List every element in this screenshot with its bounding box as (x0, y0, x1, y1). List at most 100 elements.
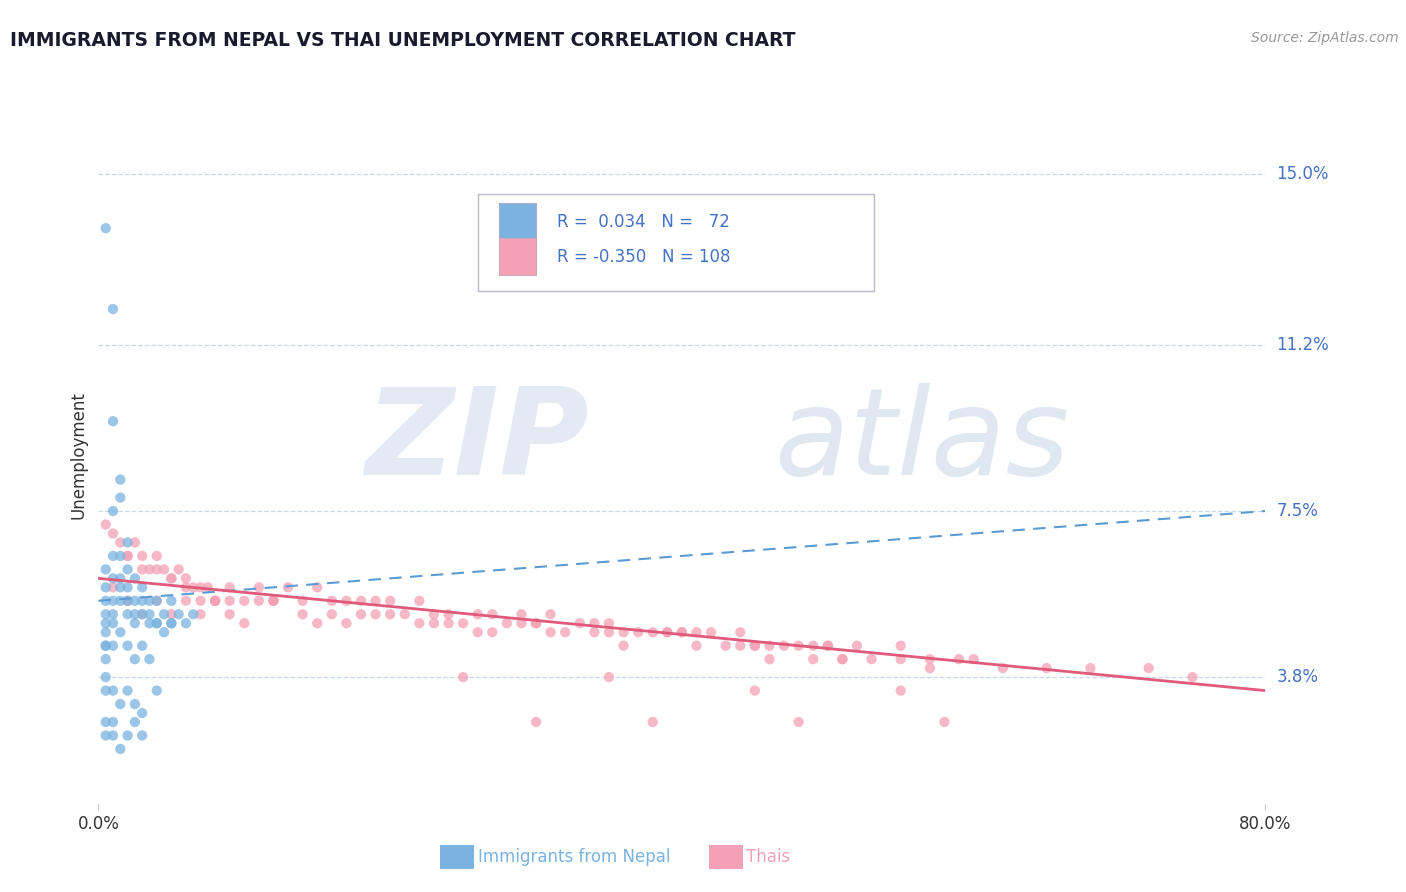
Point (291, 607, 314, 622)
Point (1035, 661, 1057, 675)
Point (153, 625, 176, 640)
Text: 11.2%: 11.2% (1277, 336, 1329, 354)
Point (101, 594, 124, 608)
Point (801, 652, 824, 666)
Point (233, 594, 256, 608)
Point (94, 625, 117, 640)
Point (787, 639, 810, 653)
Point (117, 729, 139, 743)
Point (598, 616, 620, 631)
Point (948, 652, 970, 666)
Point (94, 607, 117, 622)
Point (146, 549, 169, 563)
Point (568, 616, 591, 631)
Y-axis label: Unemployment: Unemployment (69, 391, 87, 519)
Text: 3.8%: 3.8% (1277, 668, 1319, 686)
Point (160, 616, 183, 631)
Point (101, 414, 124, 428)
Point (110, 625, 132, 640)
Point (773, 639, 796, 653)
Point (117, 535, 139, 549)
Point (131, 580, 153, 594)
Point (598, 625, 620, 640)
Point (117, 580, 139, 594)
Point (991, 661, 1014, 675)
Point (124, 714, 146, 729)
Point (583, 616, 606, 631)
Point (197, 580, 219, 594)
Point (204, 594, 226, 608)
Point (364, 594, 387, 608)
Point (831, 652, 853, 666)
FancyBboxPatch shape (440, 846, 474, 869)
Point (94, 517, 117, 532)
Point (524, 616, 547, 631)
Point (117, 683, 139, 698)
Point (730, 625, 752, 640)
Point (495, 616, 517, 631)
Point (1181, 670, 1204, 684)
Point (394, 607, 416, 622)
Point (437, 607, 460, 622)
Point (277, 580, 299, 594)
Point (204, 594, 226, 608)
Point (714, 639, 737, 653)
Point (101, 571, 124, 585)
Point (124, 652, 146, 666)
Point (146, 683, 169, 698)
Text: R = -0.350   N = 108: R = -0.350 N = 108 (557, 248, 731, 266)
Point (524, 714, 547, 729)
Point (627, 625, 650, 640)
Point (131, 607, 153, 622)
Point (657, 625, 679, 640)
Point (962, 652, 984, 666)
Point (110, 535, 132, 549)
Point (451, 670, 474, 684)
Point (110, 571, 132, 585)
Point (685, 625, 707, 640)
Point (94, 670, 117, 684)
Point (378, 607, 402, 622)
Point (101, 580, 124, 594)
Point (890, 639, 912, 653)
Point (160, 571, 183, 585)
Point (131, 706, 153, 720)
Point (124, 616, 146, 631)
Point (423, 616, 446, 631)
Point (218, 580, 240, 594)
Point (524, 616, 547, 631)
Point (801, 639, 824, 653)
Point (218, 607, 240, 622)
Text: Immigrants from Nepal: Immigrants from Nepal (478, 848, 671, 866)
Point (685, 639, 707, 653)
Point (467, 625, 489, 640)
Point (262, 594, 284, 608)
Point (321, 594, 343, 608)
Point (117, 549, 139, 563)
Point (110, 491, 132, 505)
Point (291, 594, 314, 608)
Text: Thais: Thais (747, 848, 790, 866)
Point (350, 607, 373, 622)
Point (131, 607, 153, 622)
Point (146, 616, 169, 631)
FancyBboxPatch shape (499, 203, 536, 241)
Point (641, 625, 664, 640)
Point (174, 571, 197, 585)
Point (758, 639, 780, 653)
Point (481, 607, 503, 622)
FancyBboxPatch shape (478, 194, 875, 292)
Point (540, 607, 562, 622)
Point (467, 607, 489, 622)
Point (612, 625, 634, 640)
Point (131, 594, 153, 608)
Point (437, 616, 460, 631)
Point (138, 616, 160, 631)
Point (831, 652, 853, 666)
Point (190, 580, 212, 594)
Point (335, 594, 357, 608)
Point (730, 639, 752, 653)
Point (153, 607, 176, 622)
Point (204, 594, 226, 608)
Point (117, 607, 139, 622)
